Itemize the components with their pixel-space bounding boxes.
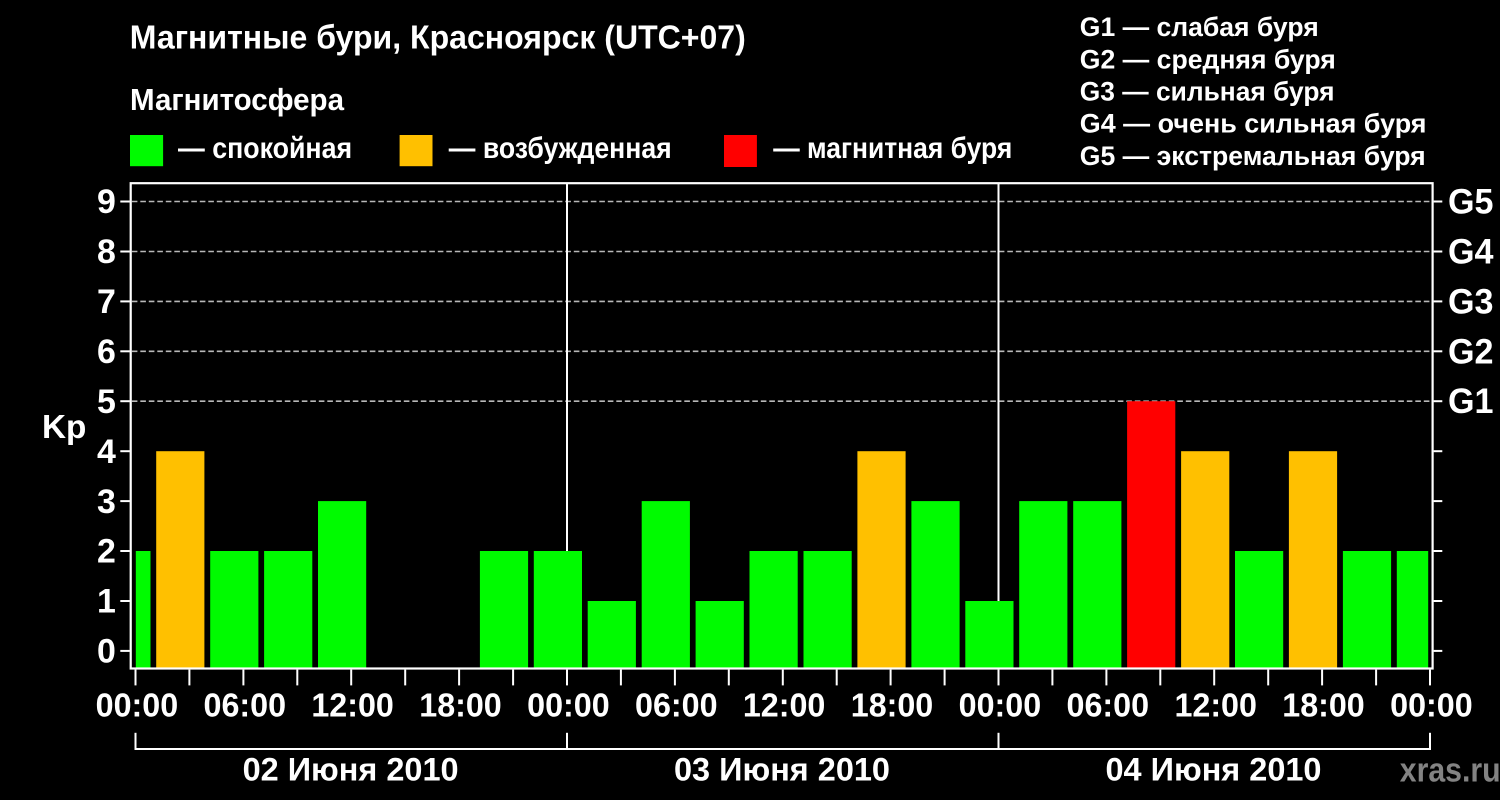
- svg-text:2: 2: [97, 533, 116, 571]
- svg-text:00:00: 00:00: [527, 687, 610, 724]
- svg-text:G4: G4: [1448, 233, 1494, 272]
- svg-text:xras.ru: xras.ru: [1400, 752, 1500, 790]
- svg-text:12:00: 12:00: [311, 687, 394, 724]
- svg-text:— возбужденная: — возбужденная: [449, 132, 672, 165]
- svg-text:G3 — сильная буря: G3 — сильная буря: [1080, 77, 1335, 107]
- svg-text:18:00: 18:00: [1282, 687, 1365, 724]
- svg-text:7: 7: [97, 283, 116, 321]
- svg-text:6: 6: [97, 333, 116, 371]
- svg-text:G4 — очень сильная буря: G4 — очень сильная буря: [1080, 109, 1427, 139]
- svg-text:G5: G5: [1448, 183, 1494, 222]
- svg-text:18:00: 18:00: [419, 687, 502, 724]
- svg-text:0: 0: [97, 633, 116, 671]
- svg-text:12:00: 12:00: [1174, 687, 1257, 724]
- svg-text:00:00: 00:00: [96, 687, 179, 724]
- svg-text:9: 9: [97, 183, 116, 221]
- svg-text:18:00: 18:00: [851, 687, 934, 724]
- svg-text:Магнитные бури, Красноярск (UT: Магнитные бури, Красноярск (UTC+07): [130, 19, 746, 56]
- svg-text:8: 8: [97, 233, 116, 271]
- svg-text:03 Июня 2010: 03 Июня 2010: [674, 751, 890, 788]
- svg-text:06:00: 06:00: [635, 687, 718, 724]
- svg-text:— спокойная: — спокойная: [178, 132, 352, 165]
- svg-text:04 Июня 2010: 04 Июня 2010: [1106, 751, 1322, 788]
- svg-text:G1 — слабая буря: G1 — слабая буря: [1080, 12, 1319, 42]
- svg-text:06:00: 06:00: [1067, 687, 1150, 724]
- svg-text:06:00: 06:00: [204, 687, 287, 724]
- svg-text:G2 — средняя буря: G2 — средняя буря: [1080, 44, 1336, 74]
- svg-text:5: 5: [97, 383, 116, 421]
- svg-text:3: 3: [97, 483, 116, 521]
- svg-text:G1: G1: [1448, 382, 1494, 421]
- svg-text:4: 4: [97, 433, 116, 471]
- svg-text:G5 — экстремальная буря: G5 — экстремальная буря: [1080, 141, 1426, 171]
- svg-text:1: 1: [97, 583, 116, 621]
- svg-text:00:00: 00:00: [959, 687, 1042, 724]
- svg-text:00:00: 00:00: [1390, 687, 1473, 724]
- svg-text:G2: G2: [1448, 332, 1494, 371]
- svg-text:12:00: 12:00: [743, 687, 826, 724]
- svg-text:Kp: Kp: [42, 409, 86, 446]
- svg-text:02 Июня 2010: 02 Июня 2010: [243, 751, 459, 788]
- svg-text:— магнитная буря: — магнитная буря: [773, 132, 1012, 165]
- svg-text:Магнитосфера: Магнитосфера: [130, 83, 345, 117]
- svg-text:G3: G3: [1448, 282, 1494, 321]
